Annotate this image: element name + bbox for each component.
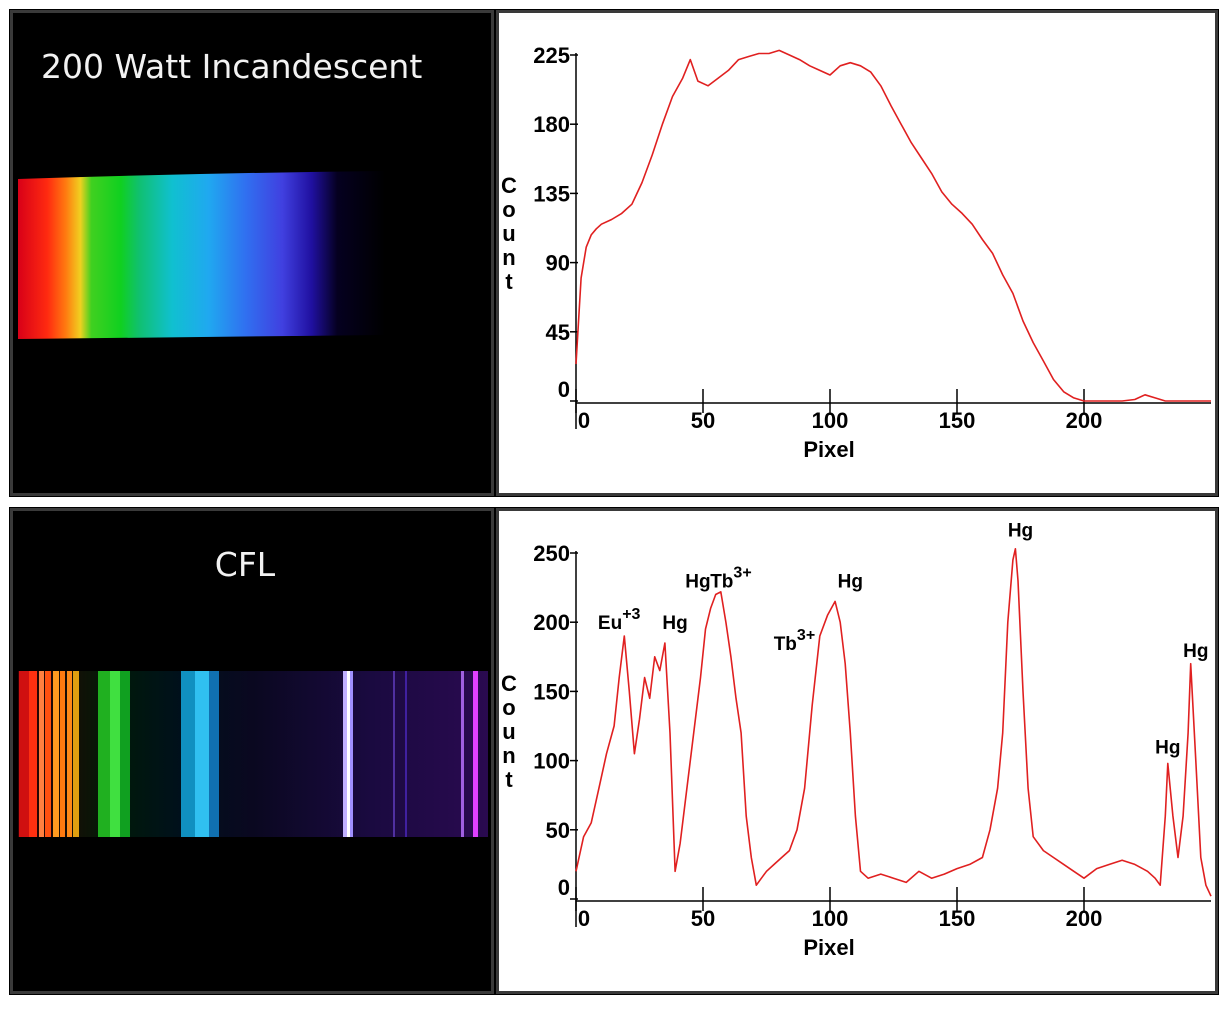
y-tick-label: 250	[533, 541, 570, 566]
peak-annotation: Hg	[685, 572, 710, 593]
x-tick-label: 0	[578, 408, 590, 433]
x-tick-label: 100	[812, 408, 849, 433]
x-tick-label: 150	[939, 906, 976, 931]
y-tick-label: 50	[546, 818, 570, 843]
y-tick-label: 0	[558, 875, 570, 900]
peak-annotation: Hg	[1155, 738, 1180, 759]
spectrum-series-line	[575, 548, 1212, 897]
x-tick-label: 50	[691, 906, 715, 931]
y-tick-label: 90	[546, 251, 570, 276]
peak-annotation: Tb3+	[774, 627, 815, 655]
y-tick-label: 135	[533, 181, 570, 206]
peak-annotation: Hg	[662, 613, 687, 634]
y-tick-label: 200	[533, 610, 570, 635]
y-tick-label: 45	[546, 320, 570, 345]
peak-annotation: Hg	[1008, 520, 1033, 541]
y-tick-label: 150	[533, 679, 570, 704]
y-tick-label: 225	[533, 43, 570, 68]
y-tick-label: 0	[558, 377, 570, 402]
peak-annotation: Eu+3	[598, 606, 641, 634]
x-tick-label: 200	[1066, 408, 1103, 433]
x-axis-label: Pixel	[803, 437, 854, 462]
y-tick-label: 180	[533, 112, 570, 137]
y-tick-label: 100	[533, 749, 570, 774]
cfl-spectrum-image	[18, 671, 488, 837]
x-tick-label: 150	[939, 408, 976, 433]
peak-annotation: Tb3+	[710, 565, 751, 593]
x-tick-label: 200	[1066, 906, 1103, 931]
cfl-spectrum-band	[18, 671, 488, 837]
peak-annotation: Hg	[838, 572, 863, 593]
incandescent-spectrum-image	[18, 171, 385, 339]
x-tick-label: 50	[691, 408, 715, 433]
incandescent-chart: 0 45 90 135 180 225 0 50 100 150 200 Pixel C o u n t	[501, 43, 1211, 462]
incandescent-photo-panel: 200 Watt Incandescent	[9, 9, 495, 497]
cfl-label: CFL	[214, 545, 276, 584]
incandescent-label: 200 Watt Incandescent	[41, 47, 423, 86]
x-tick-label: 100	[812, 906, 849, 931]
spectrum-series-line	[575, 49, 1211, 402]
cfl-photo-panel: CFL	[9, 507, 495, 995]
cfl-chart: 0 50 100 150 200 250 0 50 100 150 200 Pixel C o u n t Eu+…	[501, 520, 1212, 960]
x-tick-label: 0	[578, 906, 590, 931]
x-axis-label: Pixel	[803, 935, 854, 960]
cfl-emission-lines	[19, 671, 478, 837]
continuous-spectrum-band	[18, 171, 385, 339]
peak-annotation: Hg	[1183, 641, 1208, 662]
